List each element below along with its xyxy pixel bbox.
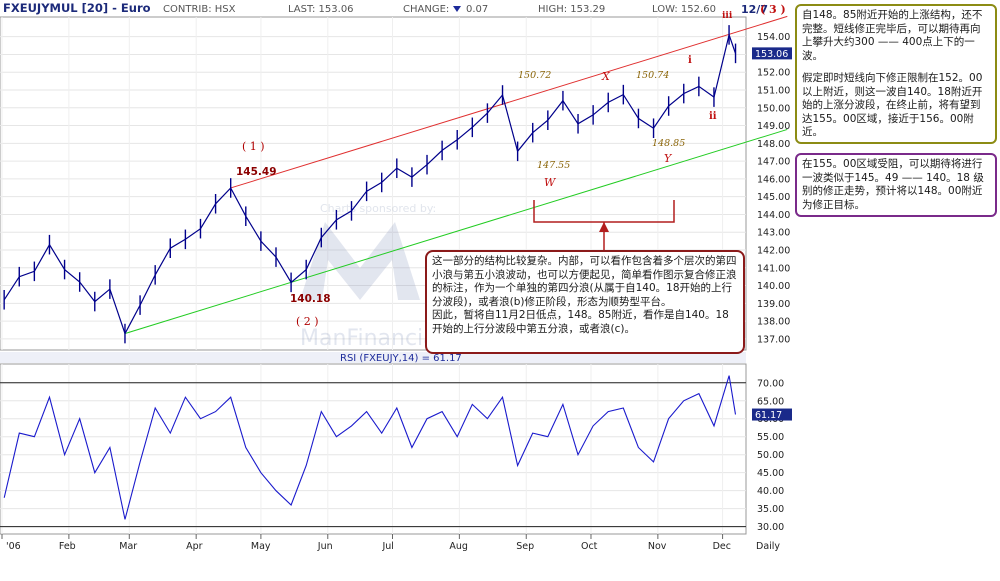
i-label: i — [688, 55, 692, 66]
note-complex-correction: 这一部分的结构比较复杂。内部，可以看作包含着多个层次的第四小浪与第五小浪波动，也… — [425, 250, 745, 354]
note-uptrend-structure: 自148。85附近开始的上涨结构，还不完整。短线修正完毕后，可以期待再向上攀升大… — [795, 4, 997, 144]
price-y-tick: 147.00 — [757, 157, 790, 168]
note3-paragraph2: 因此，暂将自11月2日低点，148。85附近，看作是自140。18开始的上行分波… — [432, 309, 729, 335]
rsi-y-tick: 70.00 — [757, 378, 784, 389]
x-tick-label: Jun — [317, 541, 333, 552]
wave1-price: 145.49 — [236, 166, 277, 178]
x-tick-label: Aug — [449, 541, 468, 552]
x-label: X — [601, 70, 611, 83]
correction-bracket — [533, 200, 675, 250]
rsi-y-tick: 55.00 — [757, 432, 784, 443]
symbol-title: FXEUJYMUL [20] - Euro — [3, 1, 151, 15]
rsi-y-tick: 40.00 — [757, 486, 784, 497]
rsi-last-tag — [752, 408, 792, 421]
x-tick-label: '06 — [6, 541, 21, 552]
ii-label: ii — [709, 111, 717, 122]
price-series-line — [3, 32, 737, 336]
x-axis: '06 Feb Mar Apr May Jun Jul Aug Sep Oct Nov Dec Dail… — [1, 534, 780, 552]
price-y-tick: 151.00 — [757, 86, 790, 97]
note-resistance-target: 在155。00区域受阻，可以期待将进行一波类似于145。49 —— 140。18… — [795, 153, 997, 217]
price-y-tick: 140.00 — [757, 281, 790, 292]
rsi-reference-lines — [0, 382, 746, 528]
rsi-last-value: 61.17 — [755, 410, 782, 421]
header-bar: FXEUJYMUL [20] - Euro CONTRIB: HSX LAST:… — [0, 0, 795, 16]
x-tick-label: Nov — [648, 541, 667, 552]
x-tick-label: Oct — [581, 541, 598, 552]
wave3-label: ( 3 ) — [760, 3, 786, 16]
x-tick-label: Daily — [756, 541, 780, 552]
high-label: HIGH: 153.29 — [538, 4, 605, 15]
price-y-tick: 139.00 — [757, 299, 790, 310]
price-y-tick: 138.00 — [757, 317, 790, 328]
note1-paragraph1: 自148。85附近开始的上涨结构，还不完整。短线修正完毕后，可以期待再向上攀升大… — [802, 9, 983, 62]
price-y-tick: 137.00 — [757, 334, 790, 345]
w-label: W — [544, 176, 557, 189]
watermark-line1: Charts sponsored by: — [320, 202, 436, 215]
x-price-left: 150.72 — [518, 70, 551, 81]
price-y-tick: 141.00 — [757, 263, 790, 274]
sponsor-watermark: Charts sponsored by: ManFinancial — [300, 202, 443, 351]
price-y-tick: 144.00 — [757, 210, 790, 221]
low-label: LOW: 152.60 — [652, 4, 716, 15]
change-value: 0.07 — [466, 4, 488, 15]
price-y-tick: 142.00 — [757, 246, 790, 257]
rsi-series-line — [3, 375, 737, 520]
price-last-value: 153.06 — [755, 49, 788, 60]
change-down-icon — [453, 6, 461, 12]
rsi-y-tick: 50.00 — [757, 450, 784, 461]
rsi-title: RSI (FXEUJY,14) = 61.17 — [340, 353, 462, 364]
iii-label: iii — [722, 11, 733, 21]
price-y-tick: 143.00 — [757, 228, 790, 239]
x-tick-label: Apr — [186, 541, 203, 552]
price-y-tick: 149.00 — [757, 121, 790, 132]
price-bars — [3, 25, 737, 344]
note1-paragraph2: 假定即时短线向下修正限制在152。00以上附近，则这一波自140。18附近开始的… — [802, 72, 983, 138]
note2-paragraph: 在155。00区域受阻，可以期待将进行一波类似于145。49 —— 140。18… — [802, 158, 984, 211]
header-date: 12/7 — [741, 3, 768, 16]
note3-paragraph1: 这一部分的结构比较复杂。内部，可以看作包含着多个层次的第四小浪与第五小浪波动，也… — [432, 255, 737, 308]
rsi-y-tick: 45.00 — [757, 468, 784, 479]
upper-trendline — [230, 15, 788, 189]
price-last-tag — [752, 47, 792, 60]
price-y-axis: 137.00 138.00 139.00 140.00 141.00 142.00 143.… — [757, 32, 790, 345]
rsi-y-tick: 65.00 — [757, 396, 784, 407]
lower-trendline — [124, 128, 788, 335]
price-y-tick: 154.00 — [757, 32, 790, 43]
y-label: Y — [664, 152, 673, 165]
y-price: 148.85 — [652, 138, 685, 149]
x-price-right: 150.74 — [636, 70, 669, 81]
x-tick-label: Dec — [713, 541, 731, 552]
watermark-logo — [300, 222, 420, 300]
wave1-label: ( 1 ) — [242, 140, 265, 153]
rsi-panel: RSI (FXEUJY,14) = 61.17 30.00 35.00 40.00 4… — [0, 352, 792, 535]
rsi-y-axis: 30.0035.0040.0045.0050.0055.0060.0065.00… — [757, 378, 784, 533]
last-label: LAST: 153.06 — [288, 4, 354, 15]
price-y-tick: 145.00 — [757, 192, 790, 203]
x-tick-label: Feb — [59, 541, 76, 552]
price-y-tick: 146.00 — [757, 174, 790, 185]
x-tick-label: Sep — [516, 541, 534, 552]
price-y-tick: 152.00 — [757, 68, 790, 79]
x-tick-label: Jul — [381, 541, 393, 552]
wave2-label: ( 2 ) — [296, 315, 319, 328]
wave2-price: 140.18 — [290, 293, 331, 305]
x-tick-label: May — [251, 541, 271, 552]
price-y-tick: 150.00 — [757, 103, 790, 114]
change-label: CHANGE: — [403, 4, 449, 15]
watermark-line2: ManFinancial — [300, 326, 443, 351]
rsi-y-tick: 35.00 — [757, 504, 784, 515]
contrib-label: CONTRIB: HSX — [163, 4, 236, 15]
w-price: 147.55 — [537, 160, 570, 171]
rsi-y-tick: 30.00 — [757, 522, 784, 533]
x-tick-label: Mar — [119, 541, 137, 552]
price-y-tick: 148.00 — [757, 139, 790, 150]
